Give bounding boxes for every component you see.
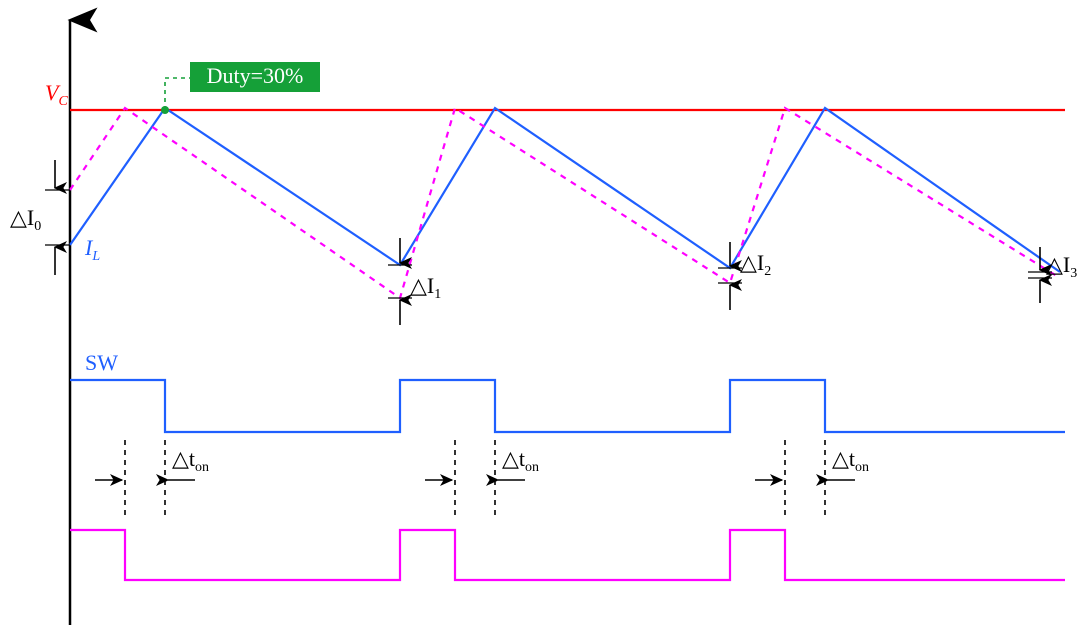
- duty-label: Duty=30%: [207, 63, 304, 88]
- sw-label: SW: [85, 350, 118, 375]
- timing-diagram: Duty=30% VC IL △I0 △I1 △I2: [0, 0, 1080, 637]
- background: [0, 0, 1080, 637]
